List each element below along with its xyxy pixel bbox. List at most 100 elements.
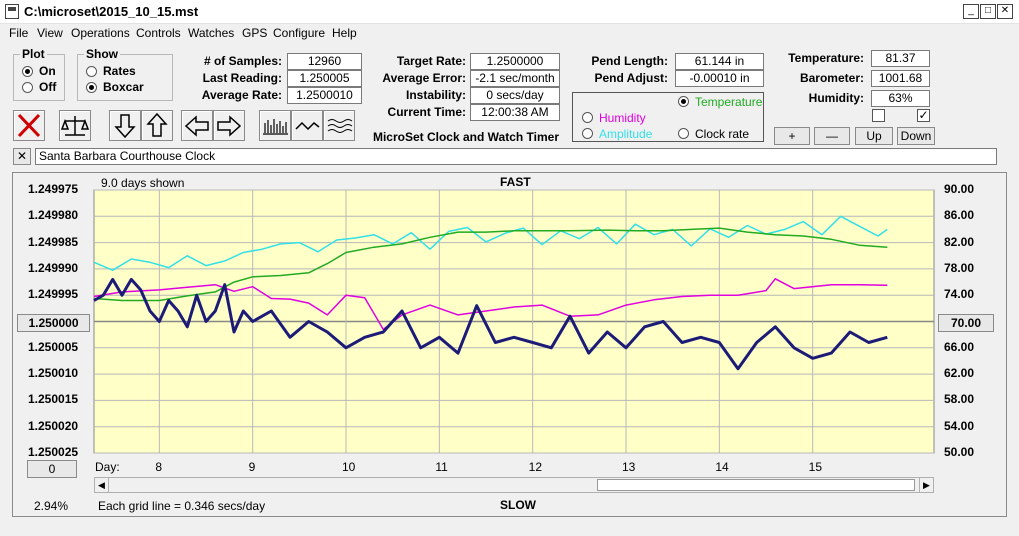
target-rate-label: Target Rate: [396, 54, 466, 68]
x-tick-label: 8 [155, 460, 163, 474]
samples-field[interactable]: 12960 [287, 53, 362, 70]
current-time-field[interactable]: 12:00:38 AM [470, 104, 560, 121]
show-boxcar-radio[interactable] [86, 82, 97, 93]
zoom-out-button[interactable]: — [814, 127, 850, 145]
left-tick-label: 1.250025 [28, 445, 79, 459]
close-window-button[interactable]: ✕ [997, 4, 1013, 19]
arrow-up-button[interactable] [141, 110, 173, 141]
waves-icon [327, 119, 353, 133]
bars-view-button[interactable] [259, 110, 291, 141]
arrow-down-button[interactable] [109, 110, 141, 141]
offset-button[interactable]: 0 [27, 460, 77, 478]
right-tick-label: 74.00 [944, 287, 975, 302]
left-tick-label: 1.249990 [28, 260, 79, 275]
plot-off-label: Off [39, 80, 57, 94]
temperature-field[interactable]: 81.37 [871, 50, 930, 67]
left-tick-label: 1.249995 [28, 287, 79, 302]
plot-group: Plot [13, 47, 65, 101]
right-center-button[interactable]: 70.00 [938, 314, 994, 332]
menu-operations[interactable]: Operations [71, 26, 130, 40]
arrow-left-button[interactable] [181, 110, 213, 141]
grid-note: Each grid line = 0.346 secs/day [98, 499, 266, 513]
barometer-field[interactable]: 1001.68 [871, 70, 930, 87]
average-error-label: Average Error: [382, 71, 466, 85]
pend-adjust-field[interactable]: -0.00010 in [675, 70, 764, 87]
x-tick-label: 11 [435, 460, 448, 474]
curve-view-button[interactable] [291, 110, 323, 141]
show-group: Show [77, 47, 173, 101]
right-tick-label: 78.00 [944, 260, 975, 275]
plot-off-radio[interactable] [22, 82, 33, 93]
last-reading-label: Last Reading: [202, 71, 282, 85]
clear-name-button[interactable]: ✕ [13, 148, 31, 165]
menu-help[interactable]: Help [332, 26, 357, 40]
days-shown-label: 9.0 days shown [101, 176, 185, 190]
multi-wave-view-button[interactable] [323, 110, 355, 141]
instability-field[interactable]: 0 secs/day [470, 87, 560, 104]
x-tick-label: 15 [808, 460, 823, 474]
minimize-button[interactable]: _ [963, 4, 979, 19]
left-center-button[interactable]: 1.250000 [17, 314, 90, 332]
pend-length-label: Pend Length: [591, 54, 668, 68]
left-arrow-icon [184, 115, 209, 137]
average-error-field[interactable]: -2.1 sec/month [470, 70, 560, 87]
temperature-label: Temperature: [788, 51, 864, 65]
x-tick-label: 12 [528, 460, 543, 474]
menu-watches[interactable]: Watches [188, 26, 235, 40]
arrow-right-button[interactable] [213, 110, 245, 141]
target-rate-field[interactable]: 1.2500000 [470, 53, 560, 70]
wave-icon [295, 121, 320, 131]
aux-humidity-radio[interactable] [582, 112, 593, 123]
show-rates-label: Rates [103, 64, 136, 78]
humidity-field[interactable]: 63% [871, 90, 930, 107]
last-reading-field[interactable]: 1.250005 [287, 70, 362, 87]
average-rate-field[interactable]: 1.2500010 [287, 87, 362, 104]
left-checkbox[interactable] [872, 109, 885, 122]
series-layer [93, 215, 888, 371]
percent-label: 2.94% [34, 499, 69, 513]
menu-configure[interactable]: Configure [273, 26, 326, 40]
aux-amplitude-label: Amplitude [599, 127, 653, 141]
left-tick-label: 1.250020 [28, 418, 79, 433]
window-title: C:\microset\2015_10_15.mst [24, 4, 199, 19]
maximize-button[interactable]: □ [980, 4, 996, 19]
right-checkbox[interactable]: ✓ [917, 108, 930, 122]
menu-controls[interactable]: Controls [136, 26, 181, 40]
x-tick-label: 13 [622, 460, 636, 474]
chart-title-fast: FAST [500, 175, 531, 189]
product-name: MicroSet Clock and Watch Timer [372, 130, 560, 144]
scroll-right-icon[interactable]: ▶ [919, 478, 933, 492]
pend-length-field[interactable]: 61.144 in [675, 53, 764, 70]
right-arrow-icon [217, 115, 242, 137]
aux-clock-rate-radio[interactable] [678, 128, 689, 139]
right-tick-label: 86.00 [944, 208, 975, 223]
menu-gps[interactable]: GPS [242, 26, 268, 40]
plot-on-radio[interactable] [22, 66, 33, 77]
scroll-left-icon[interactable]: ◀ [95, 478, 109, 492]
right-tick-label: 90.00 [944, 182, 975, 196]
stop-button[interactable] [13, 110, 45, 141]
right-tick-label: 66.00 [944, 339, 975, 354]
menu-view[interactable]: View [37, 26, 63, 40]
time-scrollbar[interactable]: ◀ ▶ [94, 477, 934, 493]
left-tick-label: 1.249985 [28, 234, 79, 249]
aux-temperature-radio[interactable] [678, 96, 689, 107]
balance-scale-icon [60, 116, 90, 136]
chart-bottom-slow: SLOW [500, 498, 536, 512]
show-rates-radio[interactable] [86, 66, 97, 77]
x-axis-label: Day: [95, 460, 120, 474]
series-humidity [93, 278, 888, 331]
scrollbar-thumb[interactable] [597, 479, 915, 491]
balance-button[interactable] [59, 110, 91, 141]
right-tick-label: 54.00 [944, 418, 975, 433]
bar-chart-icon [263, 119, 288, 135]
menu-file[interactable]: File [9, 26, 29, 40]
clock-name-field[interactable]: Santa Barbara Courthouse Clock [35, 148, 997, 165]
barometer-label: Barometer: [799, 71, 864, 85]
scroll-up-button[interactable]: Up [855, 127, 893, 145]
aux-amplitude-radio[interactable] [582, 128, 593, 139]
zoom-in-button[interactable]: + [774, 127, 810, 145]
scroll-down-button[interactable]: Down [897, 127, 935, 145]
average-rate-label: Average Rate: [201, 88, 282, 102]
